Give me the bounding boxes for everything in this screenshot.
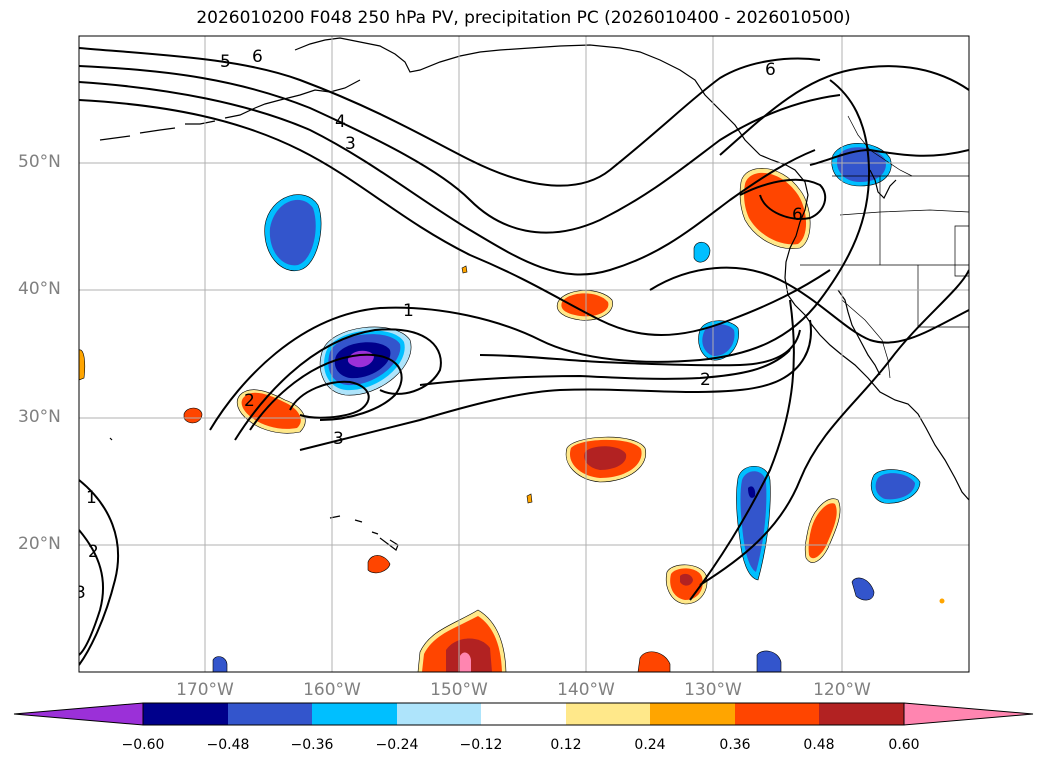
precip-anomaly-blobs — [79, 143, 945, 672]
contour-label: 6 — [252, 47, 263, 67]
colorbar-tick-label: 0.36 — [719, 737, 751, 753]
contour-label: 2 — [700, 370, 711, 390]
contour-label: 1 — [403, 301, 414, 321]
contour-label: 3 — [333, 429, 344, 449]
map-title: 2026010200 F048 250 hPa PV, precipitatio… — [196, 8, 851, 28]
precip-blob-negative — [693, 241, 711, 263]
lon-label: 170°W — [176, 680, 234, 700]
contour-label: 2 — [244, 391, 255, 411]
colorbar-tick-label: −0.12 — [459, 737, 503, 753]
colorbar-extend-high — [903, 702, 1034, 726]
contour-label: 5 — [220, 52, 231, 72]
precip-blob-negative — [756, 650, 782, 672]
colorbar-segment — [819, 703, 904, 725]
precip-blob-positive — [637, 651, 671, 672]
lat-label: 20°N — [18, 534, 61, 554]
colorbar-tick-label: −0.48 — [206, 737, 250, 753]
map-background — [79, 36, 969, 672]
precip-blob-positive — [79, 349, 86, 381]
contour-label: 3 — [75, 583, 86, 603]
lon-label: 140°W — [557, 680, 615, 700]
contour-label: 2 — [88, 542, 99, 562]
colorbar-segment — [566, 703, 650, 725]
contour-label: 3 — [345, 134, 356, 154]
colorbar-segment — [650, 703, 735, 725]
precip-blob-positive — [939, 598, 945, 604]
precip-blob-positive — [526, 493, 533, 504]
contour-label: 6 — [765, 60, 776, 80]
colorbar-segment — [735, 703, 819, 725]
lat-label: 30°N — [18, 407, 61, 427]
political-borders — [800, 115, 969, 379]
contour-label: 1 — [86, 488, 97, 508]
precip-blob-positive — [183, 407, 203, 424]
colorbar-extend-low — [13, 702, 144, 726]
lat-label: 50°N — [18, 152, 61, 172]
map-frame — [78, 35, 970, 673]
contour-label: 4 — [335, 112, 346, 132]
lon-label: 130°W — [684, 680, 742, 700]
lon-label: 160°W — [303, 680, 361, 700]
colorbar-tick-label: 0.48 — [803, 737, 835, 753]
colorbar-tick-label: 0.24 — [634, 737, 666, 753]
lon-label: 150°W — [430, 680, 488, 700]
colorbar-segment — [228, 703, 312, 725]
colorbar — [13, 702, 1034, 726]
colorbar-tick-label: 0.60 — [888, 737, 920, 753]
colorbar-segment — [143, 703, 228, 725]
lat-label: 40°N — [18, 279, 61, 299]
colorbar-frame — [142, 702, 905, 726]
precip-blob-positive — [367, 555, 391, 574]
gridlines — [79, 36, 969, 672]
colorbar-segment — [312, 703, 397, 725]
precip-blob-positive — [461, 265, 468, 274]
precip-blob-negative — [212, 656, 228, 672]
precip-blob-negative — [851, 577, 875, 601]
lon-label: 120°W — [813, 680, 871, 700]
colorbar-segment — [481, 703, 566, 725]
colorbar-tick-label: 0.12 — [550, 737, 582, 753]
colorbar-tick-label: −0.36 — [290, 737, 334, 753]
coastlines — [99, 37, 969, 551]
colorbar-segment — [397, 703, 481, 725]
pv-contours — [79, 47, 969, 666]
colorbar-tick-label: −0.24 — [375, 737, 419, 753]
colorbar-tick-label: −0.60 — [121, 737, 165, 753]
contour-labels: 5 6 4 3 1 2 3 2 6 6 1 2 3 — [75, 47, 803, 603]
contour-label: 6 — [792, 205, 803, 225]
